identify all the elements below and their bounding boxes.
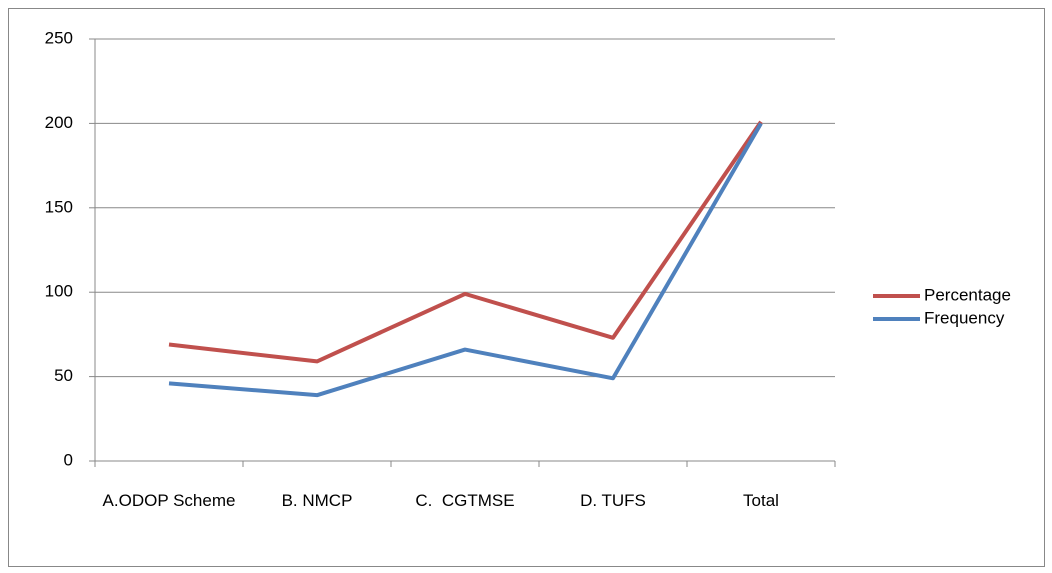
y-tick-label: 50 (54, 366, 73, 385)
y-tick-label: 0 (64, 450, 73, 469)
line-series (168, 122, 763, 398)
legend-label: Percentage (924, 285, 1011, 304)
chart-border (8, 8, 1045, 567)
y-tick-label: 150 (45, 197, 73, 216)
y-tick-label: 100 (45, 282, 73, 301)
line-series (168, 120, 763, 364)
y-tick-label: 250 (45, 28, 73, 47)
y-tick-label: 200 (45, 113, 73, 132)
x-tick-label: C. CGTMSE (415, 491, 515, 510)
x-tick-label: Total (743, 491, 779, 510)
x-tick-label: A.ODOP Scheme (102, 491, 236, 510)
x-tick-label: D. TUFS (580, 491, 646, 510)
legend-label: Frequency (924, 308, 1005, 327)
x-tick-label: B. NMCP (281, 491, 353, 510)
